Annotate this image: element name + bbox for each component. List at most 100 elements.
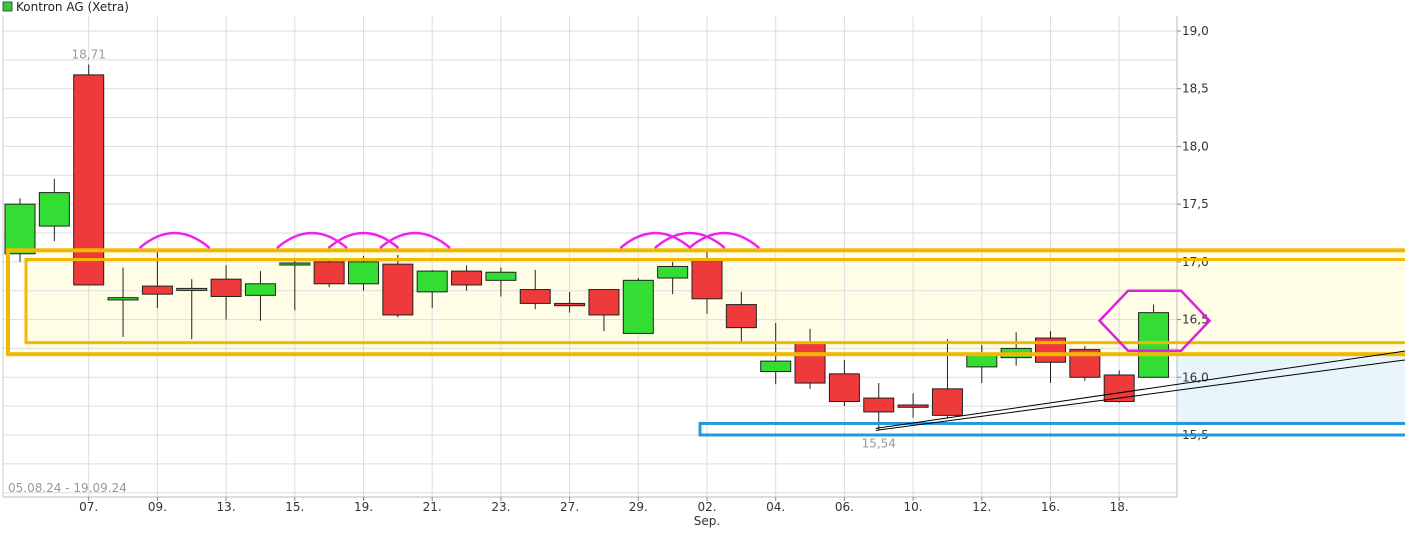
date-range-label: 05.08.24 - 19.09.24 <box>8 481 127 495</box>
x-tick-label: 19. <box>354 500 373 514</box>
arc-mark <box>654 231 726 249</box>
trendline-upper <box>875 350 1405 429</box>
candle-body <box>4 203 36 255</box>
candle <box>451 265 483 291</box>
candle <box>348 256 379 291</box>
x-tick-label: 06. <box>835 500 854 514</box>
candle <box>107 267 139 337</box>
candle-body <box>38 192 70 227</box>
candle-body <box>313 261 345 285</box>
hexagon-mark <box>1097 289 1212 352</box>
blue-zone <box>698 421 1405 437</box>
candle <box>279 259 311 311</box>
x-tick-label: 10. <box>904 500 923 514</box>
candle <box>1138 304 1170 378</box>
candle <box>313 258 345 288</box>
candle <box>725 291 757 343</box>
candle-body <box>485 271 517 281</box>
candle <box>210 265 242 320</box>
x-tick-label: 09. <box>148 500 167 514</box>
y-tick-label: 18,0 <box>1182 139 1209 153</box>
candles <box>4 64 1170 431</box>
legend-swatch <box>2 1 13 12</box>
candle-body <box>931 388 963 416</box>
candle-body <box>691 260 723 300</box>
x-tick-label: 29. <box>629 500 648 514</box>
candle <box>622 278 654 334</box>
x-tick-label: 21. <box>423 500 442 514</box>
y-tick-label: 17,5 <box>1182 197 1209 211</box>
labels: 18,71 15,54 05.08.24 - 19.09.24 Kontron AG … <box>2 0 896 495</box>
x-tick-label: 13. <box>217 500 236 514</box>
candle <box>554 291 586 313</box>
arc-mark <box>276 231 348 249</box>
candle <box>38 178 70 242</box>
x-tick-label: 27. <box>560 500 579 514</box>
candle-body <box>863 397 895 413</box>
candle <box>485 267 517 297</box>
arc-mark <box>688 231 760 249</box>
arc-mark <box>379 231 451 249</box>
x-tick-label: 04. <box>766 500 785 514</box>
x-tick-sublabel: Sep. <box>694 514 720 528</box>
candle-body <box>73 74 105 286</box>
candle-body <box>519 289 551 304</box>
candle <box>588 289 620 332</box>
candle <box>416 269 448 309</box>
drawings <box>6 231 1405 437</box>
candle-body <box>897 404 929 408</box>
candle-body <box>588 289 620 316</box>
candle-body <box>348 261 379 285</box>
y-tick-label: 18,5 <box>1182 82 1209 96</box>
candle-body <box>760 360 792 373</box>
candle <box>828 359 860 407</box>
candle-body <box>107 297 139 301</box>
candle <box>519 269 551 310</box>
candle-body <box>725 304 757 329</box>
candle-body <box>244 283 276 296</box>
axes: 15,516,016,517,017,518,018,519,007. 09. 13… <box>2 16 1209 528</box>
candle <box>1069 346 1101 381</box>
candle-body <box>966 354 998 368</box>
candle <box>244 271 276 321</box>
y-tick-label: 19,0 <box>1182 24 1209 38</box>
candle-body <box>141 285 173 295</box>
candle-body <box>210 278 242 297</box>
candle <box>382 254 414 318</box>
candle-body <box>416 270 448 293</box>
candle-body <box>451 270 483 286</box>
y-tick-label: 16,0 <box>1182 370 1209 384</box>
x-tick-label: 16. <box>1041 500 1060 514</box>
high-value-label: 18,71 <box>72 47 106 61</box>
x-tick-label: 15. <box>285 500 304 514</box>
x-tick-label: 02. <box>697 500 716 514</box>
candle <box>863 383 895 431</box>
yellow-zone-outer <box>6 248 1405 357</box>
candle-body <box>382 263 414 316</box>
candle <box>657 261 689 295</box>
candle <box>176 279 208 340</box>
candle-body <box>622 279 654 334</box>
arc-mark <box>619 231 692 249</box>
arc-mark <box>327 231 400 249</box>
x-tick-label: 07. <box>79 500 98 514</box>
arc-mark <box>138 231 211 249</box>
candle <box>1035 331 1066 384</box>
y-tick-label: 16,5 <box>1182 313 1209 327</box>
candle-body <box>828 373 860 403</box>
candle-body <box>794 342 826 384</box>
candle-body <box>279 262 311 266</box>
candle <box>897 393 929 418</box>
yellow-zone-inner <box>24 258 1405 345</box>
x-tick-label: 23. <box>491 500 510 514</box>
candle-body <box>657 265 689 279</box>
candle-body <box>1138 312 1170 378</box>
low-value-label: 15,54 <box>862 436 896 450</box>
y-tick-label: 17,0 <box>1182 255 1209 269</box>
candle-body <box>554 302 586 307</box>
trendline-lower <box>875 359 1405 431</box>
support-band-fill <box>1177 354 1405 424</box>
candle-body <box>176 287 208 291</box>
